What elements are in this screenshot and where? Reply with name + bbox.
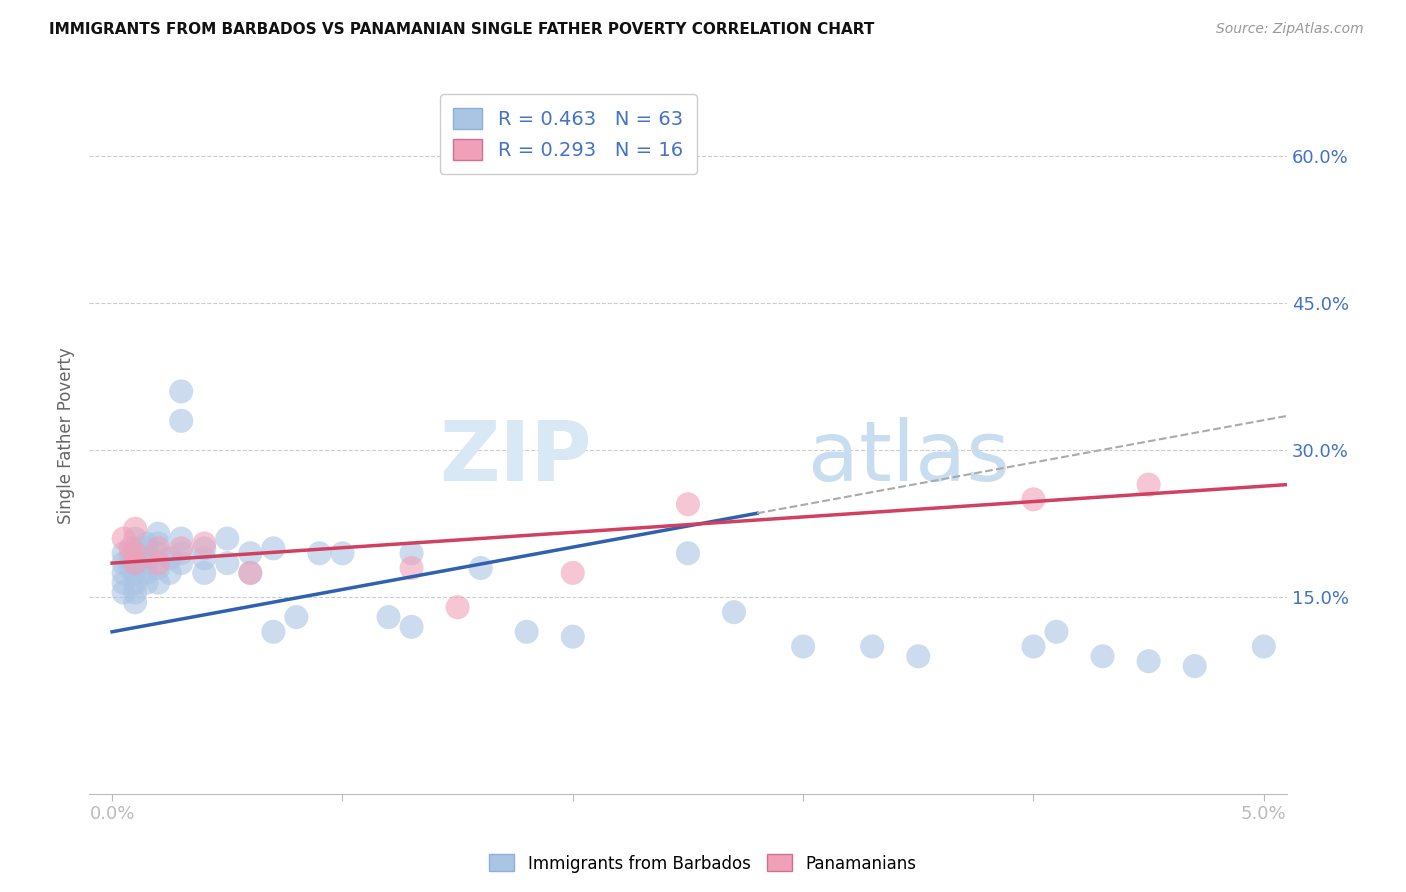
Immigrants from Barbados — [792, 640, 814, 654]
Panamanians — [120, 541, 142, 556]
Immigrants from Barbados — [124, 566, 146, 580]
Immigrants from Barbados — [239, 546, 262, 560]
Panamanians — [446, 600, 468, 615]
Panamanians — [676, 497, 699, 511]
Immigrants from Barbados — [723, 605, 745, 619]
Panamanians — [124, 522, 146, 536]
Immigrants from Barbados — [907, 649, 929, 664]
Panamanians — [401, 561, 423, 575]
Immigrants from Barbados — [124, 532, 146, 546]
Immigrants from Barbados — [193, 551, 215, 566]
Immigrants from Barbados — [159, 551, 181, 566]
Immigrants from Barbados — [561, 630, 583, 644]
Immigrants from Barbados — [217, 532, 239, 546]
Immigrants from Barbados — [401, 546, 423, 560]
Panamanians — [112, 532, 135, 546]
Immigrants from Barbados — [159, 566, 181, 580]
Immigrants from Barbados — [124, 551, 146, 566]
Panamanians — [124, 556, 146, 570]
Immigrants from Barbados — [239, 566, 262, 580]
Immigrants from Barbados — [470, 561, 492, 575]
Panamanians — [124, 546, 146, 560]
Panamanians — [146, 541, 169, 556]
Panamanians — [1137, 477, 1160, 491]
Immigrants from Barbados — [112, 566, 135, 580]
Panamanians — [146, 556, 169, 570]
Immigrants from Barbados — [170, 546, 193, 560]
Immigrants from Barbados — [112, 575, 135, 590]
Immigrants from Barbados — [135, 566, 157, 580]
Immigrants from Barbados — [135, 575, 157, 590]
Immigrants from Barbados — [124, 541, 146, 556]
Immigrants from Barbados — [112, 556, 135, 570]
Immigrants from Barbados — [860, 640, 883, 654]
Immigrants from Barbados — [135, 541, 157, 556]
Immigrants from Barbados — [120, 561, 142, 575]
Immigrants from Barbados — [146, 561, 169, 575]
Immigrants from Barbados — [124, 595, 146, 609]
Immigrants from Barbados — [1184, 659, 1206, 673]
Immigrants from Barbados — [285, 610, 308, 624]
Immigrants from Barbados — [1022, 640, 1045, 654]
Immigrants from Barbados — [124, 575, 146, 590]
Immigrants from Barbados — [124, 556, 146, 570]
Immigrants from Barbados — [1091, 649, 1114, 664]
Immigrants from Barbados — [193, 566, 215, 580]
Immigrants from Barbados — [146, 546, 169, 560]
Immigrants from Barbados — [1045, 624, 1067, 639]
Immigrants from Barbados — [135, 551, 157, 566]
Text: Source: ZipAtlas.com: Source: ZipAtlas.com — [1216, 22, 1364, 37]
Immigrants from Barbados — [332, 546, 354, 560]
Immigrants from Barbados — [262, 541, 284, 556]
Immigrants from Barbados — [262, 624, 284, 639]
Immigrants from Barbados — [377, 610, 399, 624]
Immigrants from Barbados — [112, 546, 135, 560]
Immigrants from Barbados — [146, 575, 169, 590]
Immigrants from Barbados — [217, 556, 239, 570]
Immigrants from Barbados — [124, 585, 146, 599]
Immigrants from Barbados — [401, 620, 423, 634]
Immigrants from Barbados — [676, 546, 699, 560]
Immigrants from Barbados — [308, 546, 330, 560]
Immigrants from Barbados — [170, 556, 193, 570]
Panamanians — [561, 566, 583, 580]
Immigrants from Barbados — [124, 546, 146, 560]
Text: IMMIGRANTS FROM BARBADOS VS PANAMANIAN SINGLE FATHER POVERTY CORRELATION CHART: IMMIGRANTS FROM BARBADOS VS PANAMANIAN S… — [49, 22, 875, 37]
Immigrants from Barbados — [112, 585, 135, 599]
Text: atlas: atlas — [807, 417, 1010, 498]
Immigrants from Barbados — [135, 536, 157, 550]
Legend: Immigrants from Barbados, Panamanians: Immigrants from Barbados, Panamanians — [482, 847, 924, 880]
Immigrants from Barbados — [146, 536, 169, 550]
Immigrants from Barbados — [1137, 654, 1160, 668]
Panamanians — [239, 566, 262, 580]
Immigrants from Barbados — [516, 624, 538, 639]
Immigrants from Barbados — [170, 384, 193, 399]
Panamanians — [193, 536, 215, 550]
Immigrants from Barbados — [170, 532, 193, 546]
Immigrants from Barbados — [170, 414, 193, 428]
Panamanians — [170, 541, 193, 556]
Immigrants from Barbados — [193, 541, 215, 556]
Panamanians — [1022, 492, 1045, 507]
Immigrants from Barbados — [120, 551, 142, 566]
Immigrants from Barbados — [1253, 640, 1275, 654]
Immigrants from Barbados — [135, 556, 157, 570]
Y-axis label: Single Father Poverty: Single Father Poverty — [58, 347, 75, 524]
Immigrants from Barbados — [146, 526, 169, 541]
Text: ZIP: ZIP — [440, 417, 592, 498]
Legend: R = 0.463   N = 63, R = 0.293   N = 16: R = 0.463 N = 63, R = 0.293 N = 16 — [440, 95, 697, 174]
